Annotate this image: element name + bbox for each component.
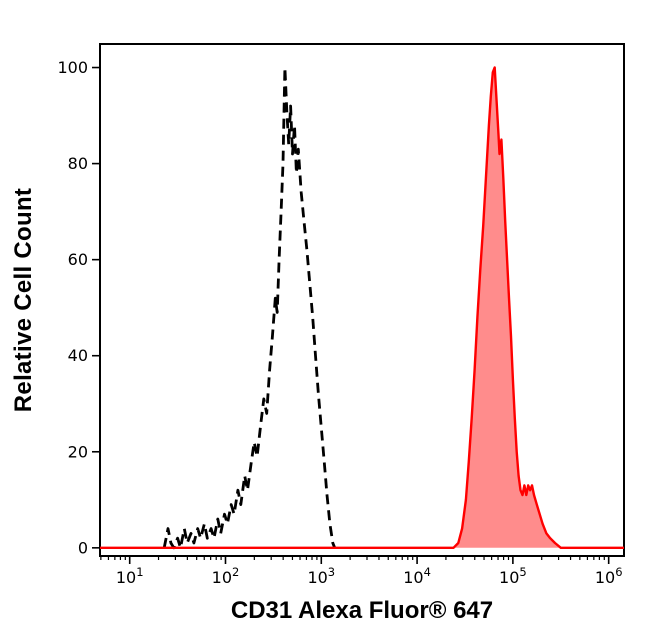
y-axis-label: Relative Cell Count — [10, 187, 37, 413]
y-tick-label: 20 — [68, 442, 88, 461]
x-tick-label: 101 — [116, 565, 144, 587]
stained-histogram-curve — [100, 66, 624, 549]
y-tick-label: 40 — [68, 346, 88, 365]
control-histogram-curve — [162, 66, 337, 550]
y-tick-label: 80 — [68, 154, 88, 173]
x-tick-label: 106 — [595, 565, 623, 587]
y-tick-label: 0 — [78, 538, 88, 557]
x-axis-label: CD31 Alexa Fluor® 647 — [230, 597, 494, 624]
y-tick-label: 100 — [57, 58, 88, 77]
x-tick-label: 104 — [403, 565, 431, 587]
stained-histogram-fill — [100, 67, 624, 548]
x-tick-label: 103 — [307, 565, 335, 587]
y-tick-label: 60 — [68, 250, 88, 269]
x-tick-label: 102 — [212, 565, 240, 587]
plot-frame — [99, 43, 625, 557]
x-tick-label: 105 — [499, 565, 527, 587]
